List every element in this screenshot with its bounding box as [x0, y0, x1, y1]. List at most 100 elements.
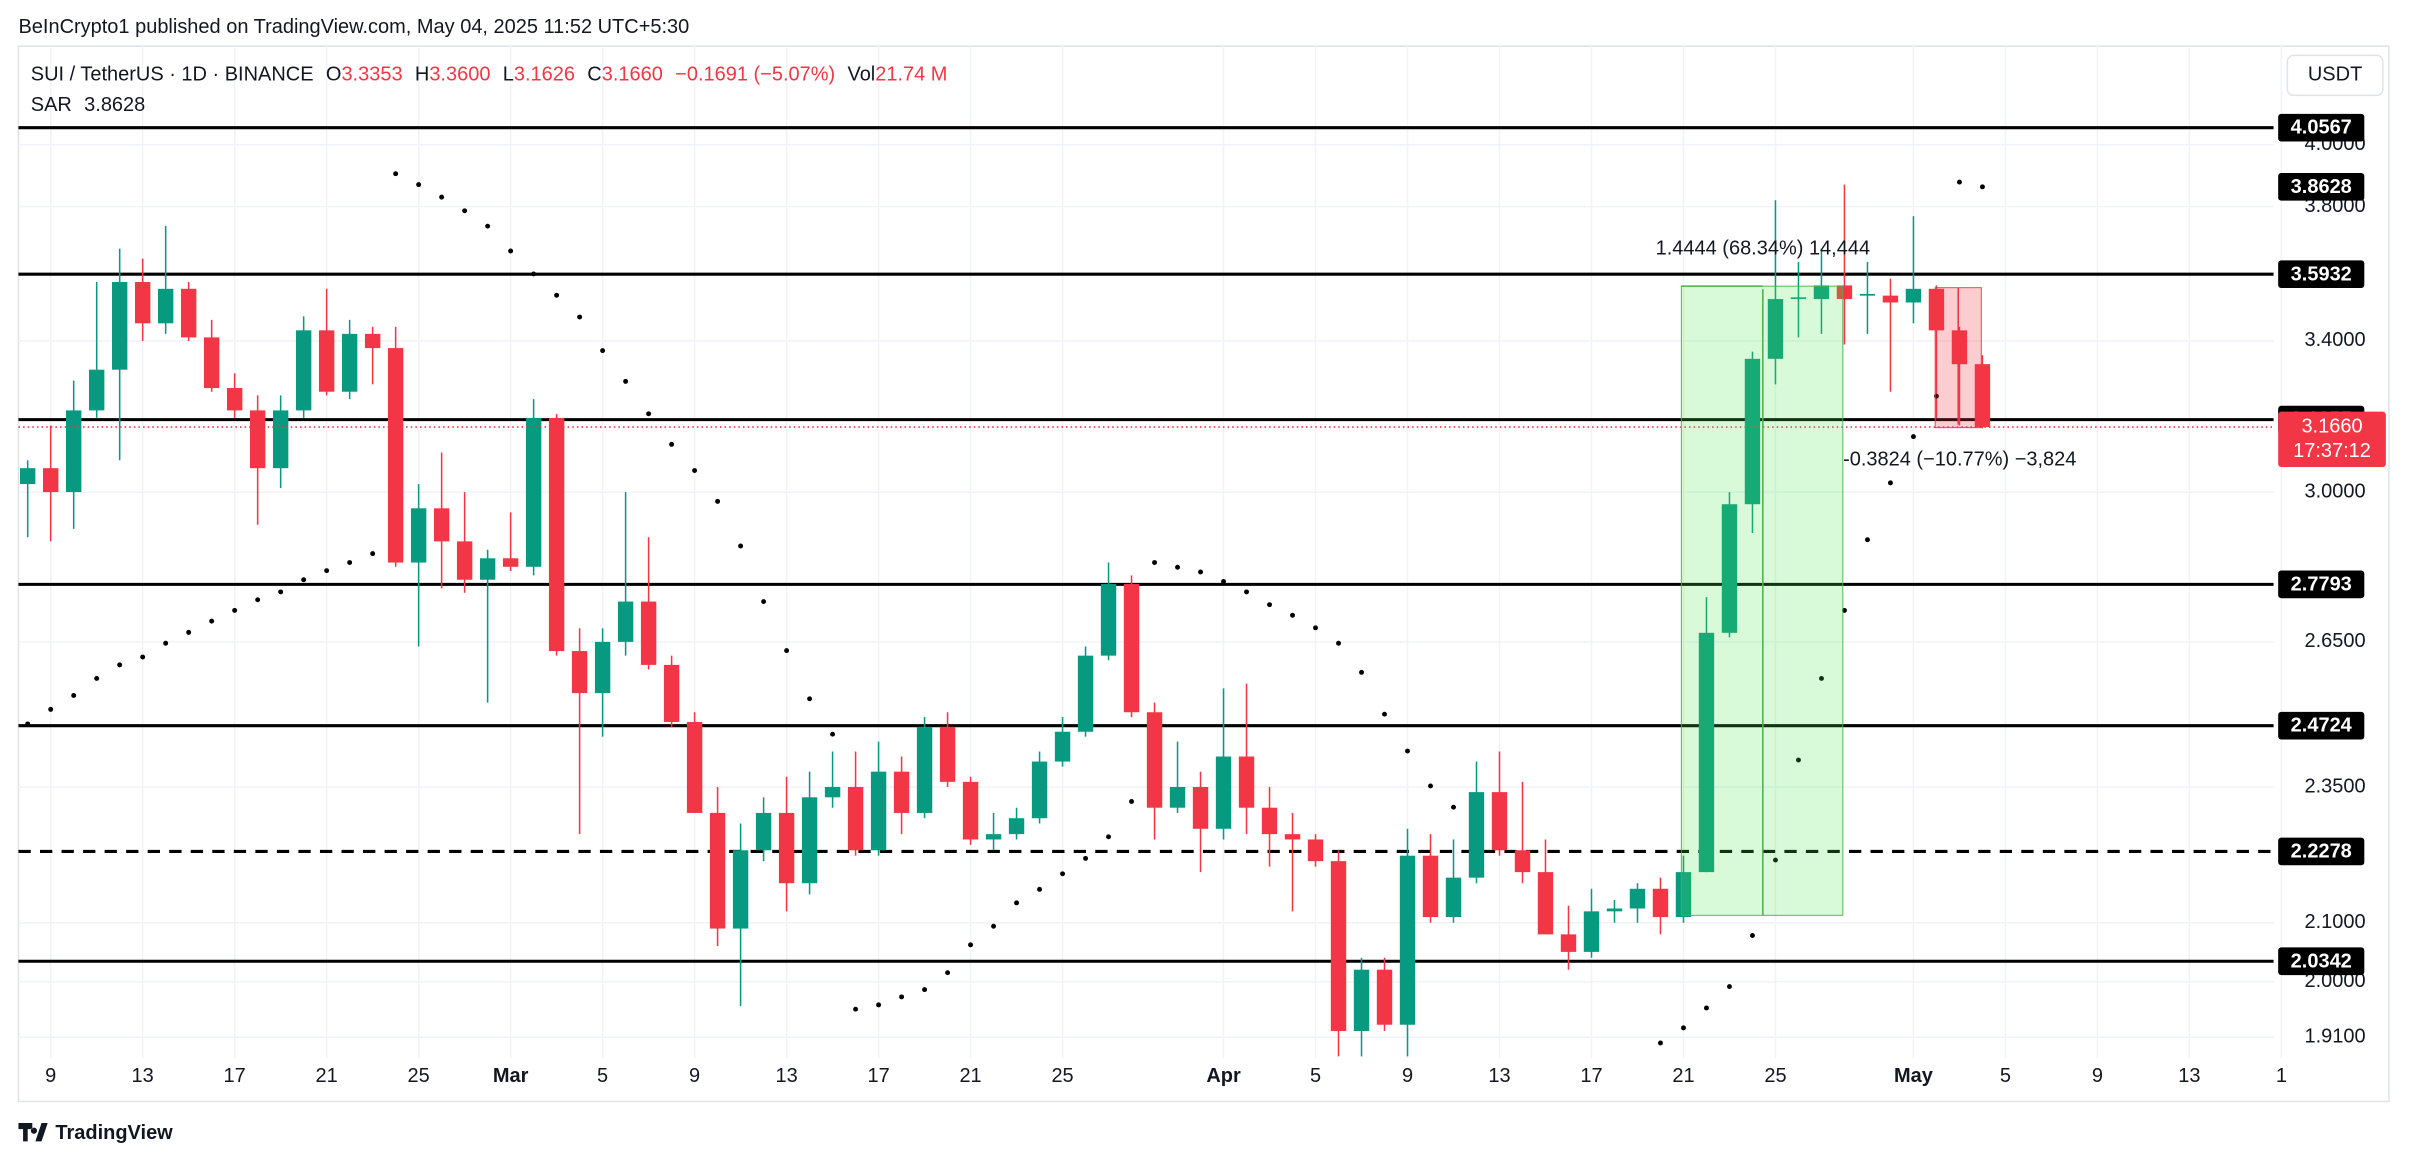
sar-dot	[1244, 589, 1249, 595]
price-tag	[2278, 172, 2365, 201]
price-tag-label: 3.5932	[2291, 263, 2352, 285]
indicator-value: 3.8628	[84, 94, 145, 116]
candle-body	[1974, 364, 1991, 428]
candle-body	[1445, 877, 1462, 918]
sar-dot	[1083, 855, 1089, 861]
candle-body	[1054, 731, 1071, 762]
sar-dot	[1037, 886, 1043, 892]
sar-dot	[1428, 783, 1433, 789]
logo-mark	[18, 1122, 48, 1142]
candle-body	[1330, 861, 1347, 1032]
candle-body	[709, 812, 726, 929]
candle-body	[134, 282, 151, 324]
sar-dot	[347, 560, 353, 565]
legend-key: Vol	[847, 64, 875, 86]
sar-dot	[1060, 871, 1066, 877]
candle-body	[985, 834, 1002, 840]
sar-dot	[255, 597, 261, 603]
sar-dot	[577, 314, 583, 320]
x-tick-label: 1	[2276, 1065, 2287, 1087]
symbol: SUI / TetherUS · 1D · BINANCE	[31, 64, 314, 86]
candle-body	[594, 641, 611, 694]
candle-body	[1008, 818, 1025, 835]
price-tag	[2278, 570, 2365, 599]
candle-body	[617, 601, 634, 642]
sar-dot	[94, 675, 100, 681]
sar-dot	[117, 662, 123, 668]
sar-dot	[71, 693, 77, 698]
sar-dot	[1313, 625, 1318, 631]
indicator-legend: SAR 3.8628	[31, 94, 146, 116]
sar-dot	[600, 348, 606, 354]
sar-dot	[1681, 1025, 1686, 1031]
currency-button-label[interactable]: USDT	[2308, 64, 2362, 86]
candle-body	[364, 333, 381, 349]
price-tag-label: 2.0342	[2291, 950, 2352, 972]
countdown-label: 17:37:12	[2293, 440, 2371, 462]
x-tick-label: 21	[959, 1065, 981, 1087]
candle-body	[502, 558, 519, 567]
candle-body	[778, 812, 795, 884]
x-tick-label: 17	[867, 1065, 889, 1087]
sar-dot	[1267, 602, 1272, 608]
price-tag	[2278, 113, 2365, 142]
sar-dot	[922, 987, 928, 993]
y-tick-label: 2.3500	[2305, 775, 2366, 797]
x-tick-label: 5	[1310, 1065, 1321, 1087]
candle-body	[870, 771, 887, 851]
candle-body	[1192, 786, 1209, 829]
sar-dot	[301, 577, 307, 583]
sar-dot	[48, 706, 54, 712]
candle-body	[1813, 285, 1830, 300]
candle-body	[410, 508, 427, 563]
candle-body	[1905, 288, 1922, 303]
sar-dot	[1910, 434, 1916, 440]
candle-body	[1744, 358, 1761, 505]
sar-dot	[669, 441, 675, 447]
sar-dot	[945, 970, 951, 976]
legend-key: H	[415, 64, 429, 86]
candle-body	[1629, 888, 1646, 909]
candle-body	[1261, 807, 1278, 835]
candle-body	[1767, 299, 1784, 359]
sar-dot	[1704, 1005, 1709, 1011]
sar-dot	[1796, 757, 1801, 763]
candle-body	[1031, 761, 1048, 819]
sar-dot	[1382, 711, 1387, 717]
sar-dot	[209, 618, 215, 624]
candle-body	[571, 651, 588, 694]
x-tick-label: 5	[597, 1065, 608, 1087]
candle-body	[755, 812, 772, 851]
price-tag-label: 2.2278	[2291, 841, 2352, 863]
candle-body	[1353, 969, 1370, 1032]
last-price-label: 3.1660	[2301, 415, 2362, 437]
sar-dot	[416, 182, 422, 188]
brand-name: TradingView	[55, 1122, 173, 1144]
candle-body	[1123, 584, 1140, 713]
candle-body	[893, 771, 910, 813]
sar-dot	[531, 271, 537, 277]
candle-body	[1077, 655, 1094, 732]
candle-body	[801, 797, 818, 884]
y-tick-label: 3.0000	[2305, 480, 2366, 502]
price-tag-label: 4.0567	[2291, 117, 2352, 139]
sar-dot	[1956, 179, 1962, 185]
sar-dot	[738, 543, 744, 549]
candle-body	[111, 282, 128, 370]
sar-dot	[1658, 1040, 1663, 1046]
legend-change: −0.1691 (−5.07%)	[675, 64, 835, 86]
candle-body	[732, 850, 749, 929]
sar-dot	[485, 223, 491, 229]
candle-body	[686, 721, 703, 813]
y-tick-label: 2.0000	[2305, 970, 2366, 992]
sar-dot	[1198, 569, 1204, 575]
price-tag	[2278, 260, 2365, 289]
legend-key: O	[326, 64, 342, 86]
candle-body	[1882, 295, 1899, 303]
legend-value: 21.74 M	[875, 64, 947, 86]
measure-label: 1.4444 (68.34%) 14,444	[1656, 238, 1870, 260]
sar-dot	[1359, 669, 1364, 675]
candle-body	[939, 726, 956, 782]
sar-dot	[1336, 640, 1341, 646]
currency-button[interactable]	[2286, 54, 2384, 97]
